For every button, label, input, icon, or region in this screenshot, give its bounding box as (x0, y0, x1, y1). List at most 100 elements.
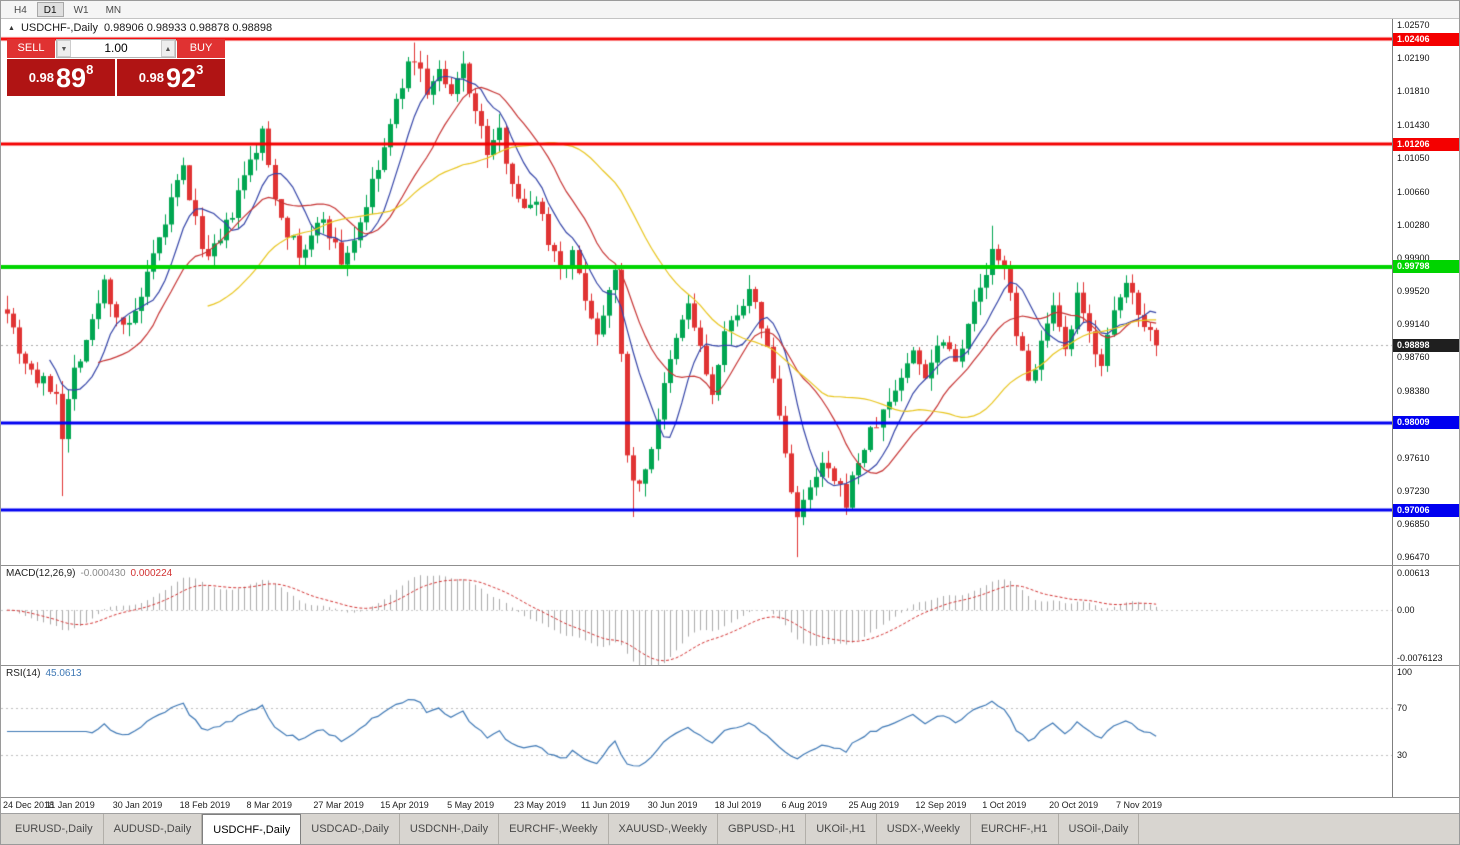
price-axis-label: 0.99140 (1397, 319, 1430, 330)
price-axis-label: 0.98760 (1397, 352, 1430, 363)
price-axis-label: 0.99520 (1397, 286, 1430, 297)
macd-axis-label: 0.00613 (1397, 568, 1430, 578)
date-axis-label: 1 Oct 2019 (982, 800, 1027, 810)
main-chart-plot[interactable]: ▲ USDCHF-,Daily 0.98906 0.98933 0.98878 … (1, 19, 1392, 565)
date-axis-label: 12 Sep 2019 (915, 800, 967, 810)
date-axis-label: 23 May 2019 (514, 800, 567, 810)
date-axis-label: 11 Jan 2019 (45, 800, 95, 810)
current-price-badge: 0.98898 (1393, 338, 1459, 352)
chart-tab[interactable]: GBPUSD-,H1 (718, 814, 807, 844)
price-axis-label: 0.97610 (1397, 452, 1430, 463)
timeframe-button-w1[interactable]: W1 (73, 5, 89, 16)
level-price-badge: 1.01206 (1393, 137, 1459, 151)
chart-tab[interactable]: USOil-,Daily (1059, 814, 1140, 844)
chart-tab[interactable]: USDCAD-,Daily (301, 814, 400, 844)
rsi-panel: RSI(14) 45.0613 100 70 30 (1, 665, 1459, 797)
macd-canvas[interactable] (1, 566, 1392, 665)
chart-tab[interactable]: XAUUSD-,Weekly (609, 814, 718, 844)
price-axis-label: 1.01430 (1397, 119, 1430, 130)
macd-axis-label: 0.00 (1397, 605, 1415, 616)
date-axis-label: 25 Aug 2019 (848, 800, 899, 810)
rsi-axis-label: 100 (1397, 667, 1413, 677)
buy-price-pip: 3 (196, 62, 204, 77)
date-axis-label: 6 Aug 2019 (781, 800, 828, 810)
collapse-panel-icon[interactable]: ▲ (8, 24, 15, 32)
date-axis-label: 5 May 2019 (447, 800, 495, 810)
chart-tab[interactable]: USDCNH-,Daily (400, 814, 500, 844)
timeframe-toolbar: H4 D1 W1 MN (1, 1, 1459, 19)
price-axis-label: 1.01050 (1397, 152, 1430, 163)
date-axis-label: 7 Nov 2019 (1115, 800, 1162, 810)
macd-label: MACD(12,26,9) -0.000430 0.000224 (6, 568, 173, 579)
price-axis-label: 0.96850 (1397, 519, 1430, 529)
chart-symbol-label: USDCHF-,Daily (20, 22, 98, 34)
price-axis-label: 1.02570 (1397, 20, 1430, 31)
macd-plot[interactable]: MACD(12,26,9) -0.000430 0.000224 (1, 566, 1392, 665)
sell-price-display[interactable]: 0.98 89 8 (7, 59, 115, 96)
date-axis-label: 18 Feb 2019 (179, 800, 231, 810)
volume-decrease-icon[interactable]: ▼ (57, 40, 71, 57)
sell-button[interactable]: SELL (7, 39, 55, 58)
chart-tab[interactable]: UKOil-,H1 (806, 814, 877, 844)
one-click-trading-panel: SELL ▼ 1.00 ▲ BUY 0.98 89 8 0.98 (7, 39, 225, 96)
timeframe-button-d1[interactable]: D1 (36, 2, 64, 17)
date-axis-label: 11 Jun 2019 (580, 800, 630, 810)
sell-price-big-digits: 89 (56, 62, 87, 93)
buy-price-base: 0.98 (138, 70, 165, 85)
rsi-axis-label: 70 (1397, 702, 1408, 713)
date-axis-label: 15 Apr 2019 (380, 800, 429, 810)
sell-price-base: 0.98 (28, 70, 55, 85)
chart-title: ▲ USDCHF-,Daily 0.98906 0.98933 0.98878 … (8, 22, 272, 34)
chart-ohlc-values: 0.98906 0.98933 0.98878 0.98898 (103, 22, 273, 34)
chart-tab[interactable]: USDX-,Weekly (877, 814, 971, 844)
date-axis-label: 18 Jul 2019 (714, 800, 762, 810)
buy-price-big-digits: 92 (166, 62, 197, 93)
macd-axis-label: -0.0076123 (1397, 653, 1443, 663)
chart-tab[interactable]: AUDUSD-,Daily (104, 814, 203, 844)
chart-tab[interactable]: EURCHF-,H1 (971, 814, 1059, 844)
volume-field: ▼ 1.00 ▲ (56, 39, 176, 58)
buy-button[interactable]: BUY (177, 39, 225, 58)
level-price-badge: 0.97006 (1393, 503, 1459, 517)
price-axis-label: 0.99900 (1397, 252, 1430, 263)
chart-tab[interactable]: EURUSD-,Daily (5, 814, 104, 844)
chart-tab[interactable]: EURCHF-,Weekly (499, 814, 609, 844)
price-axis-label: 0.96470 (1397, 552, 1430, 563)
date-axis[interactable]: 24 Dec 2018 11 Jan 2019 30 Jan 2019 18 Feb … (1, 797, 1459, 813)
macd-signal-value: 0.000224 (130, 568, 173, 579)
rsi-canvas[interactable] (1, 666, 1392, 797)
rsi-label: RSI(14) 45.0613 (6, 668, 82, 679)
macd-panel: MACD(12,26,9) -0.000430 0.000224 0.00613… (1, 565, 1459, 665)
price-axis-label: 1.00280 (1397, 219, 1430, 230)
price-axis-label: 0.97230 (1397, 485, 1430, 496)
timeframe-button-mn[interactable]: MN (105, 5, 122, 16)
date-axis-label: 30 Jan 2019 (112, 800, 163, 810)
buy-price-display[interactable]: 0.98 92 3 (117, 59, 225, 96)
macd-main-value: -0.000430 (80, 568, 126, 579)
macd-axis[interactable]: 0.00613 0.00 -0.0076123 (1392, 566, 1459, 665)
date-axis-label: 30 Jun 2019 (647, 800, 698, 810)
chart-tabs-bar: EURUSD-,Daily AUDUSD-,Daily USDCHF-,Daily U… (1, 813, 1459, 844)
date-axis-label: 27 Mar 2019 (313, 800, 364, 810)
rsi-axis-label: 30 (1397, 750, 1408, 761)
rsi-axis[interactable]: 100 70 30 (1392, 666, 1459, 797)
volume-input[interactable]: 1.00 (104, 41, 128, 55)
price-axis-label: 1.02190 (1397, 53, 1430, 64)
main-chart-panel: ▲ USDCHF-,Daily 0.98906 0.98933 0.98878 … (1, 19, 1459, 565)
volume-increase-icon[interactable]: ▲ (161, 40, 175, 57)
level-price-badge: 1.02406 (1393, 32, 1459, 46)
price-axis-label: 0.98380 (1397, 385, 1430, 396)
rsi-plot[interactable]: RSI(14) 45.0613 (1, 666, 1392, 797)
date-axis-label: 20 Oct 2019 (1049, 800, 1099, 810)
chart-tab[interactable]: USDCHF-,Daily (202, 814, 302, 844)
level-price-badge: 0.98009 (1393, 416, 1459, 430)
sell-price-pip: 8 (86, 62, 94, 77)
price-axis-label: 1.00660 (1397, 186, 1430, 197)
main-chart-canvas[interactable] (1, 19, 1392, 565)
timeframe-button-h4[interactable]: H4 (14, 5, 27, 16)
level-price-badge: 0.99798 (1393, 260, 1459, 274)
date-axis-label: 24 Dec 2018 (3, 800, 55, 810)
date-axis-label: 8 Mar 2019 (246, 800, 293, 810)
price-axis[interactable]: 1.02570 1.02190 1.01810 1.01430 1.01050 1.006… (1392, 19, 1459, 565)
